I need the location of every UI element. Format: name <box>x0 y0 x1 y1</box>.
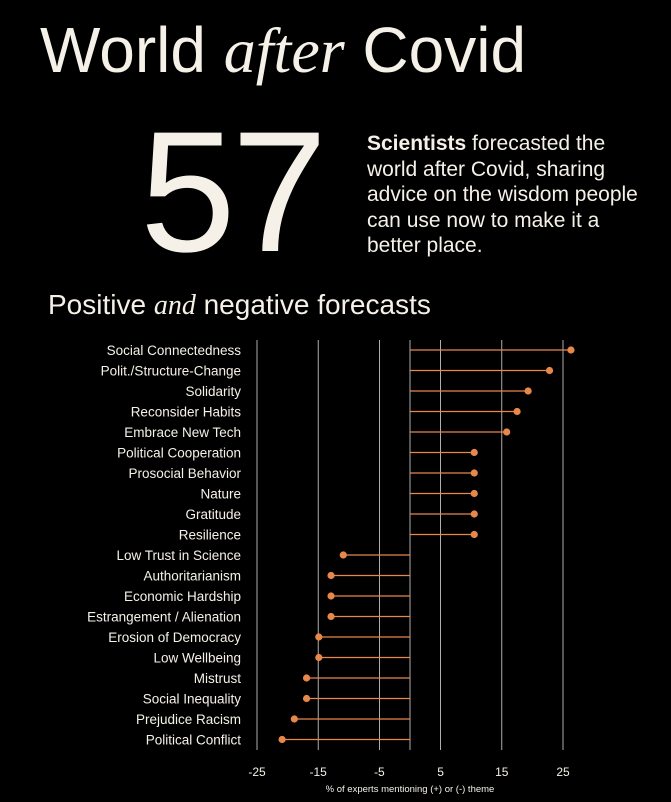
category-label: Solidarity <box>185 384 241 399</box>
intro-blurb: Scientists forecasted the world after Co… <box>367 131 657 259</box>
category-label: Social Inequality <box>143 692 242 707</box>
blurb-bold: Scientists <box>367 132 467 155</box>
title-after: after <box>223 15 345 86</box>
lollipop-dot <box>339 551 347 559</box>
category-label: Estrangement / Alienation <box>87 610 241 625</box>
category-label: Prosocial Behavior <box>128 466 241 481</box>
category-label: Resilience <box>179 528 241 543</box>
category-label: Mistrust <box>194 671 241 686</box>
category-label: Authoritarianism <box>143 569 241 584</box>
lollipop-dot <box>327 612 335 621</box>
lollipop-dot <box>567 346 575 354</box>
lollipop-dot <box>290 715 298 723</box>
category-label: Prejudice Racism <box>136 712 241 727</box>
lollipop-dot <box>315 653 323 662</box>
category-label: Low Wellbeing <box>153 651 241 666</box>
x-tick-label: 25 <box>556 765 570 779</box>
category-label: Social Connectedness <box>107 343 242 358</box>
category-label: Economic Hardship <box>124 589 241 604</box>
lollipop-dot <box>513 407 521 416</box>
category-label: Low Trust in Science <box>116 548 241 563</box>
category-label: Political Conflict <box>146 733 242 748</box>
x-tick-label: 5 <box>437 765 444 779</box>
category-label: Reconsider Habits <box>131 405 242 420</box>
x-tick-label: -25 <box>248 765 266 779</box>
lollipop-dot <box>470 489 478 498</box>
category-label: Erosion of Democracy <box>108 630 241 645</box>
x-tick-label: -5 <box>374 765 385 779</box>
category-label: Political Cooperation <box>117 446 241 461</box>
lollipop-dot <box>315 633 323 641</box>
chart-subtitle: Positive and negative forecasts <box>48 289 431 322</box>
subtitle-negative: negative forecasts <box>203 289 431 320</box>
forecast-lollipop-chart: Social Connectedness Polit./Structure-Cha… <box>87 340 575 795</box>
lollipop-dot <box>470 530 478 539</box>
lollipop-dot <box>278 735 286 744</box>
scientist-count: 57 <box>140 96 327 288</box>
category-label: Nature <box>200 487 241 502</box>
lollipop-dot <box>524 387 532 395</box>
lollipop-dot <box>545 366 554 375</box>
title-covid: Covid <box>362 14 527 86</box>
title-world: World <box>40 14 206 86</box>
lollipop-dot <box>327 592 335 600</box>
x-axis-title: % of experts mentioning (+) or (-) theme <box>326 784 495 795</box>
blurb-text: forecasted the world after Covid, sharin… <box>367 132 638 257</box>
x-tick-label: 15 <box>495 765 509 779</box>
lollipop-dot <box>470 469 478 477</box>
category-label: Embrace New Tech <box>124 425 241 440</box>
lollipop-dot <box>470 448 478 457</box>
category-label: Polit./Structure-Change <box>101 364 241 379</box>
lollipop-dot <box>302 674 311 682</box>
lollipop-dot <box>302 694 311 703</box>
page-title: World after Covid <box>40 18 526 83</box>
lollipop-dot <box>327 571 335 580</box>
subtitle-and: and <box>153 290 196 321</box>
x-tick-label: -15 <box>310 765 328 779</box>
lollipop-dot <box>470 510 478 518</box>
subtitle-positive: Positive <box>48 289 147 320</box>
category-label: Gratitude <box>185 507 241 522</box>
lollipop-dot <box>503 428 511 436</box>
